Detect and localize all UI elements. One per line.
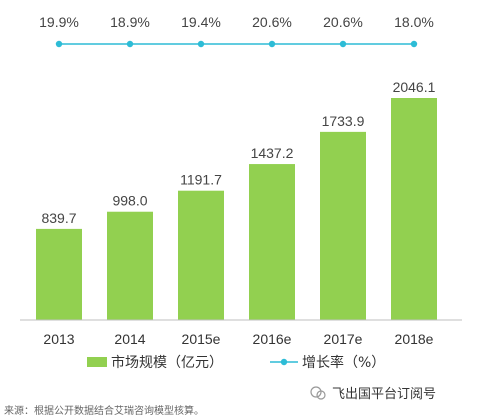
wechat-icon xyxy=(310,385,326,400)
bar-value-label: 1437.2 xyxy=(251,145,294,161)
legend-line-label: 增长率（%） xyxy=(302,354,385,371)
growth-point xyxy=(55,40,63,48)
bar-2015e xyxy=(178,190,224,320)
x-tick-label: 2014 xyxy=(114,331,145,347)
legend-bar-label: 市场规模（亿元） xyxy=(111,354,223,371)
bar-2014 xyxy=(107,211,153,320)
bar-value-label: 998.0 xyxy=(112,193,147,209)
growth-value-label: 19.9% xyxy=(39,14,79,30)
x-tick-label: 2016e xyxy=(253,331,292,347)
growth-value-label: 19.4% xyxy=(181,14,221,30)
growth-point xyxy=(339,40,347,48)
bar-value-label: 1191.7 xyxy=(180,172,222,188)
bar-value-label: 1733.9 xyxy=(322,113,365,129)
legend-bar-swatch xyxy=(87,357,107,367)
x-tick-label: 2015e xyxy=(182,331,221,347)
source-note: 来源：根据公开数据结合艾瑞咨询模型核算。 xyxy=(4,406,204,417)
brand-watermark: 飞出国平台订阅号 xyxy=(310,383,436,402)
x-tick-label: 2018e xyxy=(395,331,434,347)
bar-2017e xyxy=(320,131,366,320)
bar-2013 xyxy=(36,228,82,320)
x-tick-label: 2017e xyxy=(324,331,363,347)
growth-point xyxy=(268,40,276,48)
growth-point xyxy=(197,40,205,48)
growth-value-label: 20.6% xyxy=(323,14,363,30)
growth-point xyxy=(126,40,134,48)
x-tick-label: 2013 xyxy=(43,331,74,347)
growth-value-label: 18.0% xyxy=(394,14,434,30)
growth-point xyxy=(410,40,418,48)
bar-2018e xyxy=(391,98,437,320)
legend-line-marker xyxy=(280,358,288,366)
bar-value-label: 2046.1 xyxy=(393,79,436,95)
bar-2016e xyxy=(249,164,295,320)
brand-label: 飞出国平台订阅号 xyxy=(332,387,437,402)
bar-value-label: 839.7 xyxy=(41,210,76,226)
growth-value-label: 18.9% xyxy=(110,14,150,30)
growth-value-label: 20.6% xyxy=(252,14,292,30)
